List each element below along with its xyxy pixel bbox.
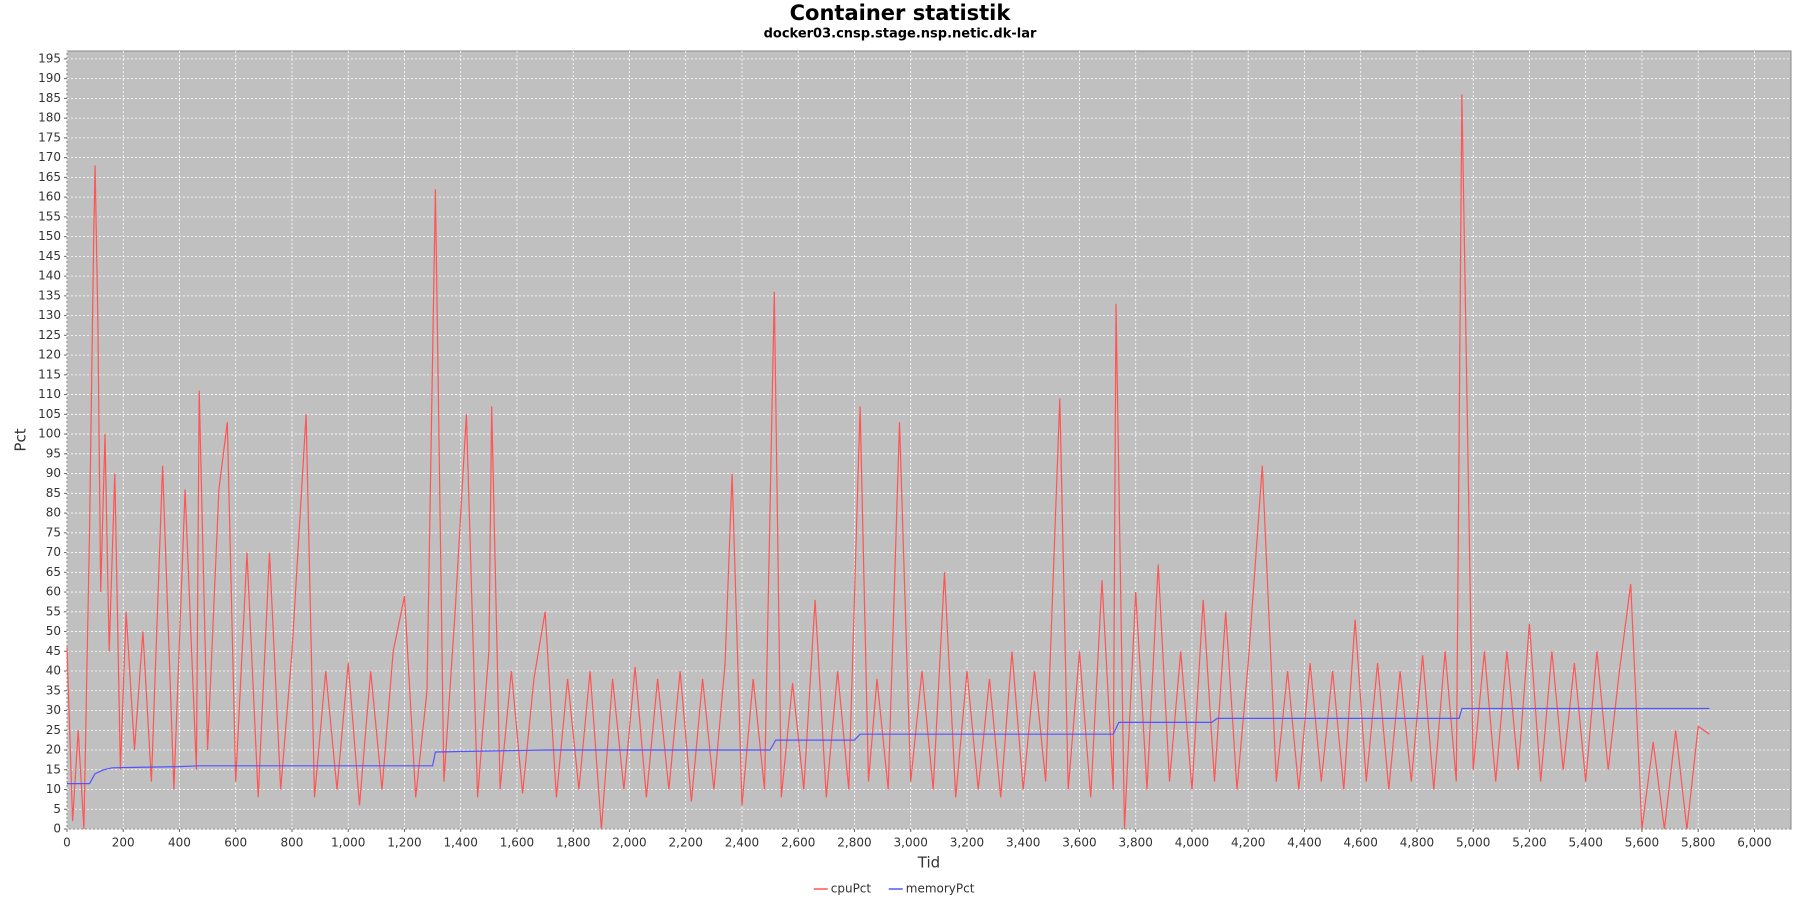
y-tick-label: 15	[46, 762, 61, 776]
x-tick-label: 600	[224, 836, 247, 850]
y-tick-label: 150	[38, 229, 61, 243]
y-axis-label: Pct	[12, 428, 30, 451]
x-tick-label: 6,000	[1737, 836, 1771, 850]
chart-title: Container statistik	[790, 1, 1012, 25]
plot-area	[66, 50, 1792, 830]
y-tick-label: 95	[46, 446, 61, 460]
y-tick-label: 65	[46, 565, 61, 579]
x-tick-label: 4,000	[1175, 836, 1209, 850]
x-tick-label: 800	[281, 836, 304, 850]
x-tick-label: 5,000	[1456, 836, 1490, 850]
y-tick-label: 60	[46, 585, 61, 599]
x-tick-label: 3,800	[1119, 836, 1153, 850]
x-tick-label: 2,200	[669, 836, 703, 850]
legend-label: memoryPct	[906, 882, 975, 896]
y-tick-label: 20	[46, 743, 61, 757]
y-tick-label: 195	[38, 51, 61, 65]
y-tick-label: 165	[38, 170, 61, 184]
x-tick-label: 5,800	[1681, 836, 1715, 850]
x-tick-label: 2,800	[837, 836, 871, 850]
y-tick-label: 100	[38, 427, 61, 441]
x-tick-label: 5,600	[1625, 836, 1659, 850]
y-tick-label: 110	[38, 387, 61, 401]
y-tick-label: 35	[46, 683, 61, 697]
x-tick-label: 1,400	[444, 836, 478, 850]
x-tick-label: 2,400	[725, 836, 759, 850]
x-tick-label: 3,200	[950, 836, 984, 850]
x-tick-label: 1,200	[387, 836, 421, 850]
y-tick-label: 45	[46, 644, 61, 658]
x-tick-label: 3,400	[1006, 836, 1040, 850]
y-tick-label: 125	[38, 328, 61, 342]
y-tick-label: 25	[46, 723, 61, 737]
x-tick-label: 4,400	[1287, 836, 1321, 850]
y-tick-label: 30	[46, 703, 61, 717]
y-tick-label: 70	[46, 545, 61, 559]
x-tick-label: 0	[63, 836, 71, 850]
y-tick-label: 40	[46, 664, 61, 678]
y-tick-label: 120	[38, 348, 61, 362]
y-tick-label: 55	[46, 604, 61, 618]
y-tick-label: 10	[46, 782, 61, 796]
x-tick-label: 5,200	[1512, 836, 1546, 850]
x-tick-label: 1,000	[331, 836, 365, 850]
x-tick-label: 3,000	[894, 836, 928, 850]
data-line	[66, 94, 1710, 830]
x-tick-label: 1,800	[556, 836, 590, 850]
x-tick-label: 4,800	[1400, 836, 1434, 850]
y-tick-label: 180	[38, 111, 61, 125]
y-tick-label: 175	[38, 130, 61, 144]
x-axis-label: Tid	[917, 854, 940, 872]
y-tick-label: 155	[38, 209, 61, 223]
y-tick-label: 190	[38, 71, 61, 85]
y-tick-label: 5	[53, 802, 61, 816]
chart-subtitle: docker03.cnsp.stage.nsp.netic.dk-lar	[764, 27, 1037, 42]
y-tick-label: 140	[38, 269, 61, 283]
x-tick-label: 3,600	[1062, 836, 1096, 850]
y-tick-label: 105	[38, 407, 61, 421]
y-tick-label: 115	[38, 367, 61, 381]
x-tick-label: 1,600	[500, 836, 534, 850]
y-tick-label: 160	[38, 190, 61, 204]
x-tick-label: 2,000	[612, 836, 646, 850]
y-tick-label: 85	[46, 486, 61, 500]
data-line	[67, 707, 1710, 785]
x-tick-label: 2,600	[781, 836, 815, 850]
y-tick-label: 145	[38, 249, 61, 263]
y-tick-label: 50	[46, 624, 61, 638]
x-tick-label: 400	[168, 836, 191, 850]
x-tick-label: 4,600	[1344, 836, 1378, 850]
y-tick-label: 80	[46, 506, 61, 520]
y-tick-label: 0	[53, 822, 61, 836]
legend-label: cpuPct	[831, 882, 872, 896]
y-tick-label: 90	[46, 466, 61, 480]
y-tick-label: 130	[38, 308, 61, 322]
y-tick-label: 135	[38, 288, 61, 302]
x-tick-label: 200	[112, 836, 135, 850]
y-tick-label: 75	[46, 525, 61, 539]
y-tick-label: 185	[38, 91, 61, 105]
y-tick-label: 170	[38, 150, 61, 164]
x-tick-label: 5,400	[1569, 836, 1603, 850]
x-tick-label: 4,200	[1231, 836, 1265, 850]
